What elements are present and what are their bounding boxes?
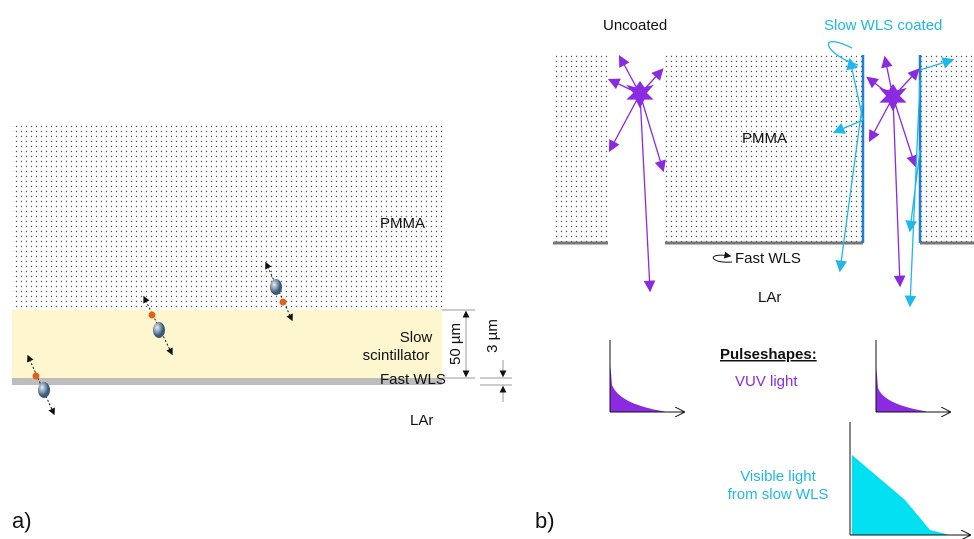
pulse-shapes bbox=[609, 340, 970, 535]
particles bbox=[27, 261, 293, 416]
panel-label: b) bbox=[535, 508, 555, 533]
lar-label: LAr bbox=[758, 289, 781, 306]
pmma-block bbox=[553, 55, 608, 243]
visible-label: from slow WLS bbox=[728, 486, 829, 503]
visible-label: Visible light bbox=[740, 468, 816, 485]
dimension-label: 3 µm bbox=[484, 319, 501, 353]
lar-label: LAr bbox=[410, 412, 433, 429]
dimension-label: 50 µm bbox=[447, 323, 464, 365]
pulseshapes-title: Pulseshapes: bbox=[720, 346, 817, 363]
panel-b: Uncoated Slow WLS coated PMMA Fast WLS L… bbox=[535, 17, 974, 535]
scintillator-label: Slow bbox=[400, 329, 433, 346]
pmma-block bbox=[665, 55, 863, 243]
pointer bbox=[712, 251, 733, 263]
scintillator-label: scintillator bbox=[363, 347, 430, 364]
scintillator-region bbox=[12, 310, 442, 378]
vuv-rays bbox=[607, 54, 920, 293]
pmma-region bbox=[12, 125, 442, 310]
panel-label: a) bbox=[12, 508, 32, 533]
pmma-block bbox=[920, 55, 974, 243]
wls-label: Fast WLS bbox=[735, 250, 801, 267]
pmma-label: PMMA bbox=[742, 130, 787, 147]
panel-a: PMMA Slow scintillator Fast WLS LAr 50 µ… bbox=[12, 125, 512, 533]
coated-label: Slow WLS coated bbox=[824, 17, 942, 34]
visible-rays bbox=[827, 41, 955, 308]
uncoated-label: Uncoated bbox=[603, 17, 667, 34]
vuv-label: VUV light bbox=[735, 373, 798, 390]
pmma-label: PMMA bbox=[380, 215, 425, 232]
dimension-lines bbox=[442, 309, 512, 402]
wls-label: Fast WLS bbox=[380, 371, 446, 388]
wls-layer bbox=[12, 378, 442, 385]
